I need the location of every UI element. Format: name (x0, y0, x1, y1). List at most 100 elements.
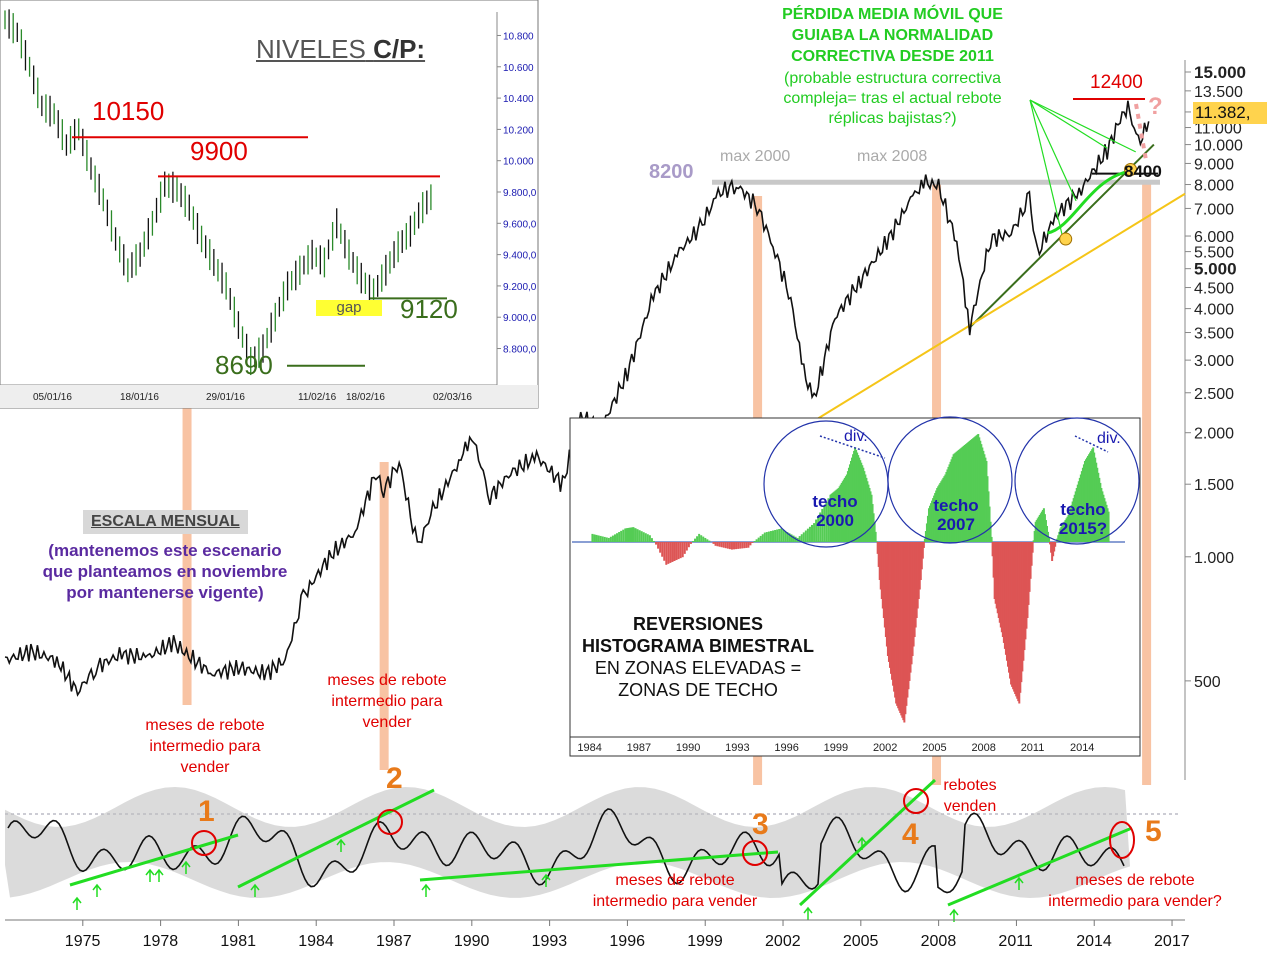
gap-label: gap (316, 300, 382, 316)
hist-title-2: HISTOGRAMA BIMESTRAL (582, 636, 814, 656)
histogram-bar-neg (1027, 542, 1030, 605)
niveles-title-bold: C/P: (373, 34, 426, 64)
histogram-bar-pos (986, 476, 989, 542)
histogram-bar-pos (962, 445, 965, 542)
histogram-bar-pos (846, 471, 849, 542)
max-2000-label: max 2000 (720, 148, 791, 165)
daily-y-tick-label: 9.000,0 (503, 313, 537, 324)
headline-arrow-4 (1029, 99, 1136, 153)
histogram-bar-neg (998, 542, 1001, 623)
histogram-bar-neg (677, 542, 680, 560)
histogram-bar-pos (823, 505, 826, 542)
osc-up-arrow (541, 873, 551, 887)
histogram-bar-pos (832, 492, 835, 542)
histogram-bar-pos (951, 456, 954, 542)
osc-up-arrow (92, 883, 102, 897)
osc-up-arrow (154, 868, 164, 882)
main-y-tick-label: 4.000 (1194, 302, 1234, 319)
daily-x-tick-label: 18/01/16 (120, 392, 159, 403)
histogram-bar-neg (907, 542, 910, 690)
histogram-x-tick-label: 1999 (824, 742, 848, 754)
histogram-bar-pos (866, 481, 869, 542)
main-x-tick-label: 1993 (532, 933, 568, 950)
histogram-bar-pos (603, 536, 606, 542)
main-y-tick-label: 4.500 (1194, 281, 1234, 298)
histogram-bar-neg (1014, 542, 1017, 694)
escenario-note: (mantenemos este escenario que planteamo… (20, 540, 310, 603)
histogram-bar-neg (1049, 542, 1052, 545)
histogram-bar-neg (910, 542, 913, 665)
histogram-bar-pos (784, 530, 787, 542)
histogram-bar-neg (1001, 542, 1004, 637)
histogram-bar-pos (1077, 481, 1080, 542)
histogram-bar-neg (887, 542, 890, 662)
daily-y-tick-label: 10.600 (503, 63, 534, 74)
osc-trendline-3 (419, 850, 779, 882)
histogram-bar-neg (881, 542, 884, 609)
histogram-bar-pos (788, 533, 791, 542)
histogram-bar-pos (964, 444, 967, 542)
techo-2007-line-1: techo (933, 496, 979, 515)
osc-trendline-4 (798, 778, 937, 907)
histogram-bar-pos (628, 527, 631, 542)
histogram-bar-neg (737, 542, 740, 549)
level-9900-label: 9900 (190, 136, 248, 166)
histogram-bar-pos (985, 461, 988, 542)
histogram-bar-neg (893, 542, 896, 692)
histogram-bar-pos (1037, 516, 1040, 542)
histogram-bar-pos (1107, 511, 1110, 542)
histogram-bar-neg (1010, 542, 1013, 685)
histogram-bar-neg (1029, 542, 1032, 579)
histogram-bar-pos (650, 538, 653, 542)
histogram-bar-neg (1000, 542, 1003, 633)
histogram-bar-neg (908, 542, 911, 681)
main-x-tick-label: 2008 (921, 933, 957, 950)
main-x-tick-label: 1981 (220, 933, 256, 950)
main-x-tick-label: 2005 (843, 933, 879, 950)
histogram-bar-pos (833, 491, 836, 542)
histogram-bar-pos (1041, 509, 1044, 542)
histogram-bar-neg (1053, 542, 1056, 552)
daily-x-tick-label: 02/03/16 (433, 392, 472, 403)
escenario-line-3: por mantenerse vigente) (66, 583, 264, 602)
histogram-x-tick-label: 2008 (971, 742, 995, 754)
main-x-tick-label: 2002 (765, 933, 801, 950)
histogram-bar-pos (966, 442, 969, 542)
histogram-bar-pos (829, 494, 832, 542)
histogram-bar-neg (1012, 542, 1015, 690)
histogram-bar-neg (901, 542, 904, 718)
histogram-bar-pos (990, 536, 993, 542)
histogram-bar-pos (1105, 504, 1108, 542)
histogram-bar-pos (853, 450, 856, 542)
histogram-bar-pos (627, 527, 630, 542)
div-label-2015: div. (1097, 430, 1121, 447)
daily-y-tick-label: 9.600,0 (503, 219, 537, 230)
histogram-bar-pos (704, 537, 707, 542)
histogram-bar-pos (972, 438, 975, 542)
histogram-bar-pos (1065, 518, 1068, 542)
main-y-tick-label: 15.000 (1194, 63, 1246, 82)
rebote-note-5: meses de rebote intermedio para vender? (1025, 870, 1245, 912)
histogram-bar-pos (634, 528, 637, 542)
histogram-bar-neg (886, 542, 889, 656)
headline-line-2: GUIABA LA NORMALIDAD (791, 27, 994, 44)
rebote-2-line-3: vender (362, 714, 412, 731)
histogram-bar-pos (804, 530, 807, 542)
histogram-bar-pos (1081, 467, 1084, 542)
histogram-bar-pos (1032, 540, 1035, 542)
techo-2000-line-1: techo (812, 492, 858, 511)
daily-y-tick-label: 10.800 (503, 31, 534, 42)
histogram-bar-pos (1068, 511, 1071, 542)
histogram-bar-pos (979, 440, 982, 542)
histogram-bar-pos (869, 491, 872, 542)
techo-2007-label: techo 2007 (916, 496, 996, 534)
histogram-bar-pos (865, 477, 868, 542)
daily-y-tick-label: 10.400 (503, 94, 534, 105)
rebote-note-3: meses de rebote intermedio para vender (565, 870, 785, 912)
histogram-bar-neg (1050, 542, 1053, 553)
rebote-4-line-1: rebotes (943, 777, 997, 794)
histogram-bar-neg (1019, 542, 1022, 693)
histogram-bar-pos (864, 474, 867, 542)
marker-number-5: 5 (1145, 815, 1162, 848)
histogram-bar-pos (821, 508, 824, 542)
